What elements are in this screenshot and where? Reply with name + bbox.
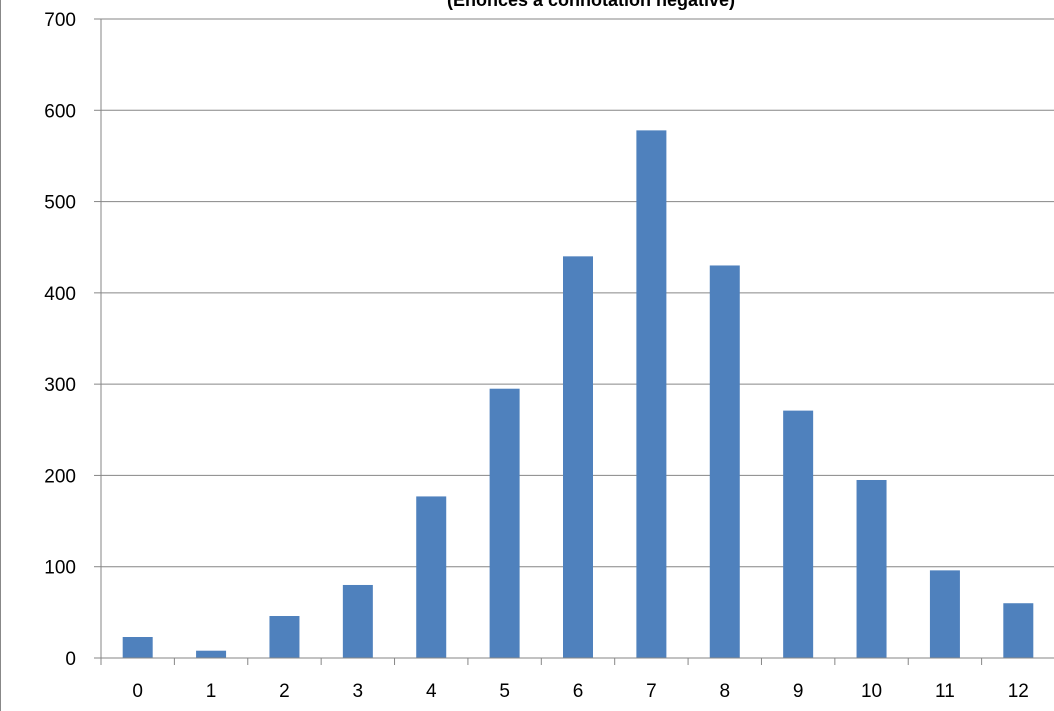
bars <box>122 130 1034 658</box>
y-tick-label-300: 300 <box>44 375 76 396</box>
bar-7 <box>636 130 667 658</box>
bar-4 <box>416 496 447 658</box>
x-tick-label-12: 12 <box>1008 681 1029 702</box>
bar-5 <box>489 388 520 658</box>
bar-10 <box>856 479 887 658</box>
bar-8 <box>709 265 740 658</box>
x-tick-label-9: 9 <box>793 681 804 702</box>
x-tick-label-8: 8 <box>719 681 730 702</box>
y-tick-label-400: 400 <box>44 284 76 305</box>
x-tick-label-6: 6 <box>573 681 584 702</box>
x-tick-label-5: 5 <box>499 681 510 702</box>
y-tick-label-700: 700 <box>44 10 76 31</box>
x-tick-label-7: 7 <box>646 681 657 702</box>
bar-2 <box>269 616 300 658</box>
y-tick-label-600: 600 <box>44 101 76 122</box>
bar-12 <box>1003 603 1034 658</box>
x-tick-label-4: 4 <box>426 681 437 702</box>
y-tick-label-100: 100 <box>44 558 76 579</box>
chart-title: (Énoncés à connotation négative) <box>447 0 735 10</box>
axes <box>94 18 1054 665</box>
x-tick-label-10: 10 <box>861 681 882 702</box>
y-tick-label-500: 500 <box>44 193 76 214</box>
y-tick-label-0: 0 <box>65 649 76 670</box>
x-tick-label-0: 0 <box>132 681 143 702</box>
bar-9 <box>783 410 814 658</box>
bar-1 <box>196 650 227 658</box>
x-tick-label-1: 1 <box>206 681 217 702</box>
bar-6 <box>563 256 593 658</box>
y-tick-label-200: 200 <box>44 466 76 487</box>
bar-11 <box>929 570 960 658</box>
bar-0 <box>122 637 153 658</box>
x-tick-label-3: 3 <box>353 681 364 702</box>
x-tick-label-11: 11 <box>935 681 955 702</box>
bar-3 <box>342 584 373 658</box>
x-tick-label-2: 2 <box>279 681 290 702</box>
